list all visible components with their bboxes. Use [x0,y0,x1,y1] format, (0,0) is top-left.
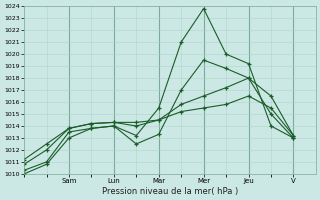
X-axis label: Pression niveau de la mer( hPa ): Pression niveau de la mer( hPa ) [102,187,238,196]
